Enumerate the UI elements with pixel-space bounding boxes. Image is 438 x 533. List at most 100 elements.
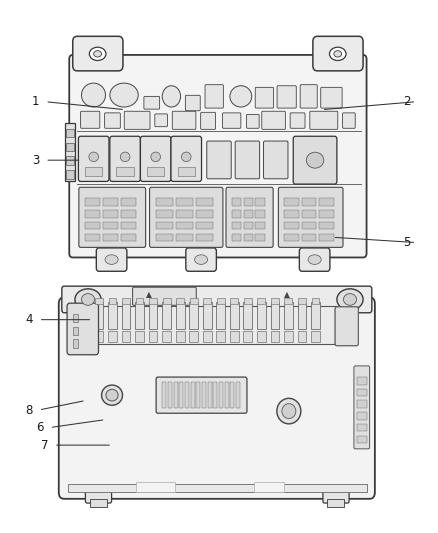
FancyBboxPatch shape bbox=[144, 96, 159, 109]
Bar bbox=[216, 332, 225, 342]
Bar bbox=[319, 222, 334, 229]
Ellipse shape bbox=[94, 51, 102, 57]
Ellipse shape bbox=[120, 152, 130, 161]
Bar bbox=[109, 298, 117, 304]
Bar bbox=[162, 298, 170, 304]
Bar bbox=[147, 166, 164, 176]
Text: 8: 8 bbox=[25, 403, 33, 416]
Bar bbox=[122, 302, 131, 329]
Bar bbox=[232, 210, 241, 217]
Bar bbox=[121, 210, 136, 217]
FancyBboxPatch shape bbox=[73, 36, 123, 71]
FancyBboxPatch shape bbox=[124, 111, 150, 130]
Bar bbox=[162, 382, 166, 408]
Bar bbox=[285, 198, 299, 206]
Bar bbox=[103, 210, 118, 217]
Bar bbox=[95, 332, 103, 342]
FancyBboxPatch shape bbox=[313, 36, 363, 71]
Text: 2: 2 bbox=[403, 95, 410, 108]
FancyBboxPatch shape bbox=[156, 377, 247, 413]
Ellipse shape bbox=[282, 403, 296, 418]
Bar bbox=[236, 382, 240, 408]
FancyBboxPatch shape bbox=[59, 297, 375, 499]
FancyBboxPatch shape bbox=[255, 87, 274, 108]
FancyBboxPatch shape bbox=[223, 113, 241, 128]
Bar bbox=[244, 332, 252, 342]
Bar bbox=[311, 332, 320, 342]
Ellipse shape bbox=[106, 389, 118, 401]
FancyBboxPatch shape bbox=[105, 113, 120, 128]
Bar bbox=[108, 332, 117, 342]
Bar bbox=[149, 302, 157, 329]
Bar bbox=[90, 499, 107, 507]
FancyBboxPatch shape bbox=[262, 111, 286, 130]
FancyBboxPatch shape bbox=[155, 114, 167, 127]
Bar bbox=[244, 302, 252, 329]
Bar bbox=[103, 198, 118, 206]
FancyBboxPatch shape bbox=[323, 487, 349, 503]
Text: 7: 7 bbox=[41, 439, 48, 451]
Bar bbox=[176, 332, 184, 342]
FancyBboxPatch shape bbox=[186, 248, 216, 271]
Bar bbox=[176, 298, 184, 304]
Bar bbox=[168, 382, 172, 408]
FancyBboxPatch shape bbox=[62, 286, 372, 313]
FancyBboxPatch shape bbox=[207, 141, 231, 179]
Bar bbox=[162, 302, 171, 329]
Bar bbox=[73, 327, 78, 335]
Bar bbox=[203, 332, 212, 342]
Ellipse shape bbox=[151, 152, 160, 161]
FancyBboxPatch shape bbox=[79, 187, 146, 247]
Bar bbox=[219, 382, 223, 408]
FancyBboxPatch shape bbox=[141, 136, 171, 181]
Text: ▲: ▲ bbox=[146, 290, 152, 299]
Bar bbox=[88, 306, 337, 344]
Ellipse shape bbox=[181, 152, 191, 161]
Bar bbox=[73, 340, 78, 348]
Bar bbox=[155, 198, 173, 206]
Bar bbox=[173, 382, 177, 408]
Bar bbox=[66, 170, 74, 179]
Bar bbox=[162, 332, 171, 342]
Bar bbox=[357, 400, 367, 408]
Bar bbox=[225, 382, 229, 408]
Bar bbox=[117, 166, 134, 176]
Bar bbox=[73, 314, 78, 322]
Bar bbox=[95, 298, 103, 304]
FancyBboxPatch shape bbox=[69, 55, 367, 257]
Bar bbox=[254, 482, 285, 492]
Bar bbox=[232, 222, 241, 229]
FancyBboxPatch shape bbox=[96, 248, 127, 271]
Bar bbox=[208, 382, 212, 408]
Bar bbox=[255, 233, 265, 241]
Bar bbox=[85, 233, 100, 241]
Bar bbox=[136, 482, 175, 492]
Bar bbox=[244, 210, 253, 217]
Bar bbox=[122, 332, 131, 342]
Bar bbox=[203, 298, 211, 304]
Bar bbox=[189, 302, 198, 329]
Bar bbox=[191, 382, 194, 408]
Bar bbox=[302, 222, 316, 229]
Bar bbox=[216, 302, 225, 329]
Bar bbox=[319, 198, 334, 206]
Bar bbox=[327, 499, 344, 507]
Bar bbox=[271, 298, 279, 304]
Text: 5: 5 bbox=[403, 236, 410, 249]
Bar bbox=[196, 222, 213, 229]
Ellipse shape bbox=[110, 83, 138, 107]
Bar bbox=[66, 129, 74, 138]
Bar bbox=[177, 166, 195, 176]
Text: 6: 6 bbox=[36, 421, 44, 434]
Bar bbox=[135, 302, 144, 329]
Bar bbox=[232, 198, 241, 206]
Bar bbox=[357, 412, 367, 419]
Bar bbox=[285, 298, 292, 304]
Bar bbox=[297, 302, 306, 329]
Bar bbox=[85, 210, 100, 217]
FancyBboxPatch shape bbox=[67, 303, 99, 355]
Bar bbox=[298, 298, 306, 304]
Bar bbox=[149, 298, 157, 304]
Bar bbox=[319, 210, 334, 217]
Ellipse shape bbox=[306, 152, 324, 168]
